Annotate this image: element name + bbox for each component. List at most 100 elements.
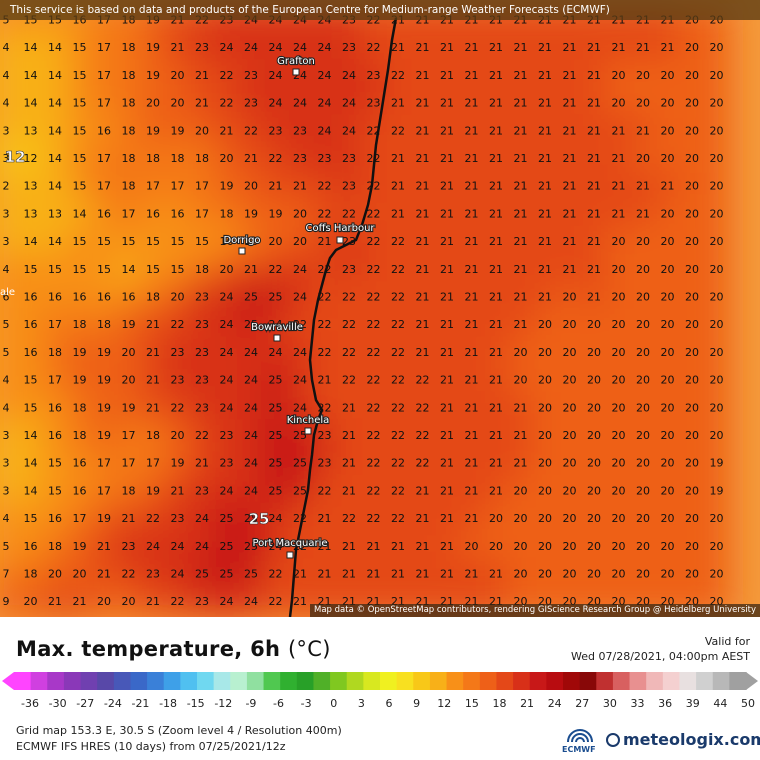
grid-value: 21	[342, 568, 356, 581]
meteologix-brand[interactable]: meteologix.com	[606, 730, 760, 749]
temp-cell	[138, 502, 168, 534]
temp-cell	[555, 142, 584, 174]
colorbar-segment	[629, 672, 647, 690]
grid-value: 15	[97, 235, 111, 248]
temp-cell	[653, 225, 682, 257]
grid-value: 20	[636, 97, 650, 110]
grid-value: 19	[97, 401, 111, 414]
map-attribution[interactable]: Map data © OpenStreetMap contributors, r…	[310, 604, 760, 617]
grid-value: 21	[416, 318, 430, 331]
grid-value: 16	[97, 291, 111, 304]
temp-cell	[359, 114, 388, 147]
grid-value: 21	[538, 180, 552, 193]
grid-value: 18	[48, 346, 62, 359]
temp-cell	[530, 474, 560, 507]
grid-value: 21	[489, 484, 503, 497]
grid-value: 23	[171, 374, 185, 387]
temp-cell	[432, 169, 462, 202]
temp-cell	[408, 308, 437, 341]
temp-cell	[40, 529, 70, 562]
colorbar-segment	[646, 672, 664, 690]
grid-value: 20	[612, 318, 626, 331]
grid-value: 24	[293, 401, 307, 414]
grid-info: Grid map 153.3 E, 30.5 S (Zoom level 4 /…	[16, 724, 342, 737]
temp-cell	[261, 585, 290, 617]
grid-value: 22	[244, 124, 258, 137]
temp-cell	[457, 502, 486, 534]
grid-value: 21	[514, 207, 528, 220]
temp-cell	[506, 336, 535, 368]
temp-cell	[89, 114, 119, 147]
temp-cell	[383, 419, 413, 451]
temp-cell	[65, 280, 94, 313]
temp-cell	[555, 252, 584, 285]
temp-cell	[604, 225, 633, 257]
grid-value: 20	[587, 346, 601, 359]
temp-cell	[212, 197, 241, 230]
temp-cell	[555, 169, 584, 202]
grid-value: 20	[661, 124, 675, 137]
grid-value: 20	[538, 429, 552, 442]
colorbar-segment	[612, 672, 631, 690]
temp-cell	[89, 363, 119, 396]
temp-cell	[40, 86, 70, 119]
grid-value: 21	[465, 152, 479, 165]
grid-value: 23	[244, 69, 258, 82]
grid-value: 22	[342, 346, 356, 359]
grid-value: 21	[440, 69, 454, 82]
temp-cell	[628, 225, 658, 257]
temp-cell	[457, 252, 486, 285]
temp-cell	[628, 142, 658, 174]
colorbar-tick-label: -30	[49, 697, 67, 710]
grid-value: 22	[220, 97, 234, 110]
temp-cell	[65, 31, 94, 64]
temp-cell	[579, 169, 609, 202]
colorbar-segment	[180, 672, 198, 690]
temp-cell	[702, 502, 731, 534]
grid-value: 18	[122, 97, 136, 110]
grid-value: 20	[710, 374, 724, 387]
temp-cell	[285, 391, 315, 424]
temp-cell	[359, 280, 388, 313]
colorbar-right-arrow	[746, 672, 758, 690]
grid-value: 21	[465, 457, 479, 470]
temp-cell	[163, 252, 192, 285]
grid-value: 21	[612, 152, 626, 165]
temp-cell	[65, 529, 94, 562]
temp-cell	[212, 114, 241, 147]
temp-cell	[285, 142, 315, 174]
temp-cell	[506, 197, 535, 230]
temp-cell	[187, 142, 217, 174]
temp-cell	[653, 169, 682, 202]
temp-cell	[579, 474, 609, 507]
grid-value: 20	[636, 69, 650, 82]
temp-cell	[89, 557, 119, 590]
grid-value: 24	[293, 41, 307, 54]
grid-value: 20	[661, 457, 675, 470]
temp-cell	[481, 252, 511, 285]
grid-value: 22	[146, 512, 160, 525]
grid-value: 20	[710, 152, 724, 165]
grid-value: 15	[73, 152, 87, 165]
temp-cell	[187, 502, 217, 534]
grid-value: 14	[48, 124, 62, 137]
temp-cell	[408, 529, 437, 562]
temp-cell	[677, 391, 707, 424]
forecast-map[interactable]: 5 15 15 16 17 18 19 21 22 23 24 24 24 24 23 22 21 21 21 21 2…	[0, 0, 760, 617]
grid-value: 21	[440, 374, 454, 387]
colorbar-segment	[30, 672, 48, 690]
temp-cell	[114, 225, 143, 257]
temp-cell	[653, 142, 682, 174]
grid-value: 23	[195, 318, 209, 331]
grid-value: 21	[465, 180, 479, 193]
grid-value: 22	[416, 401, 430, 414]
temp-cell	[530, 86, 560, 119]
temp-cell	[579, 142, 609, 174]
colorbar-segment	[662, 672, 681, 690]
grid-value: 24	[244, 595, 258, 608]
ecmwf-logo-icon[interactable]	[560, 726, 600, 756]
temp-cell	[261, 280, 290, 313]
temperature-field-svg: 5 15 15 16 17 18 19 21 22 23 24 24 24 24 23 22 21 21 21 21 2…	[0, 0, 760, 617]
temp-cell	[89, 391, 119, 424]
temp-cell	[579, 86, 609, 119]
